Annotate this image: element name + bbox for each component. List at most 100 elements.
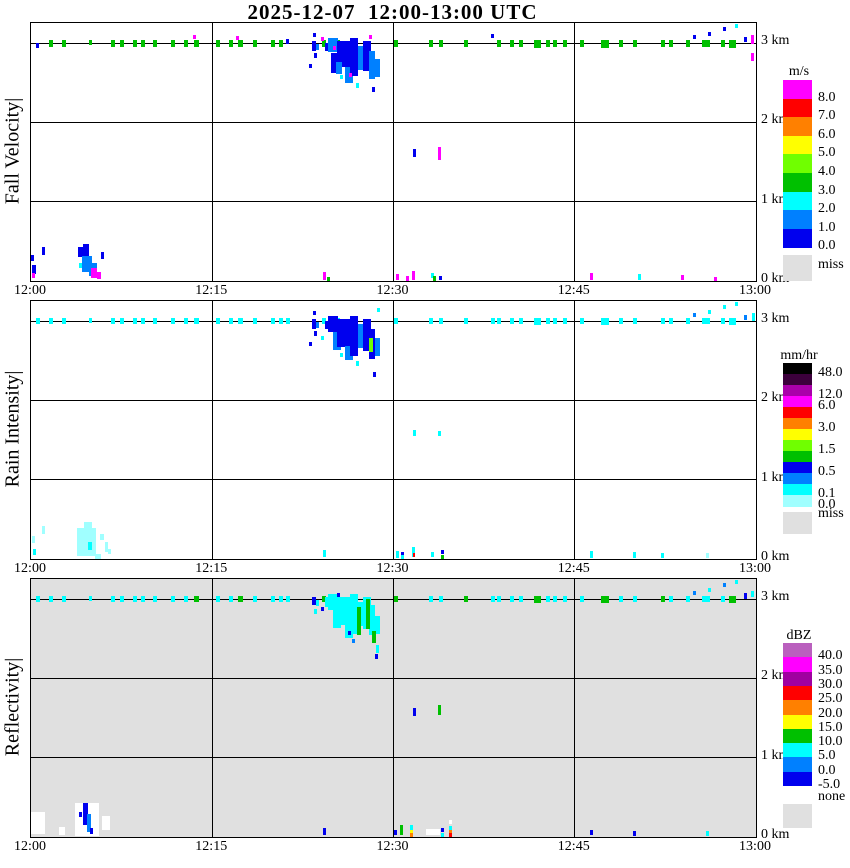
data-mark xyxy=(410,830,414,834)
legend-band-label: 8.0 xyxy=(818,89,836,105)
data-mark xyxy=(509,39,514,47)
gridline-height xyxy=(31,479,756,481)
data-mark xyxy=(553,595,557,602)
data-mark xyxy=(752,313,756,322)
data-mark xyxy=(323,828,327,836)
data-mark xyxy=(171,595,176,602)
data-mark xyxy=(519,39,524,47)
y-axis-title: Reflectivity| xyxy=(1,657,24,757)
data-mark xyxy=(90,267,97,278)
data-mark xyxy=(632,595,637,602)
data-mark xyxy=(237,39,243,47)
legend-missing-swatch xyxy=(783,804,812,828)
height-label: 0 km xyxy=(761,270,790,286)
data-mark xyxy=(340,74,344,79)
data-mark xyxy=(89,828,93,835)
data-mark xyxy=(428,39,433,47)
data-mark xyxy=(743,315,747,321)
legend-band-label: 12.0 xyxy=(818,387,843,402)
legend-band xyxy=(783,210,812,230)
data-mark xyxy=(82,244,89,259)
legend-band xyxy=(783,228,812,248)
legend-band-label: 3.0 xyxy=(818,420,836,435)
data-mark xyxy=(62,317,67,324)
legend-band-label: 0.0 xyxy=(818,762,836,778)
data-mark xyxy=(395,273,399,280)
data-mark xyxy=(328,594,339,611)
data-mark xyxy=(101,251,105,259)
data-mark xyxy=(660,317,665,324)
legend-band-label: -5.0 xyxy=(818,777,841,792)
gridline-height xyxy=(31,121,756,123)
data-mark xyxy=(553,39,557,47)
data-mark xyxy=(36,43,40,48)
data-mark xyxy=(322,595,327,602)
data-mark xyxy=(215,39,220,47)
data-mark xyxy=(194,317,200,324)
data-mark xyxy=(345,345,354,360)
data-mark xyxy=(237,317,243,324)
x-tick-label: 12:30 xyxy=(376,561,409,576)
data-mark xyxy=(601,39,610,48)
x-tick-label: 12:45 xyxy=(557,283,590,298)
data-mark xyxy=(660,39,665,47)
data-mark xyxy=(192,35,196,40)
data-mark xyxy=(393,829,397,835)
legend-band-label: 30.0 xyxy=(818,676,843,692)
data-mark xyxy=(316,321,320,328)
data-mark xyxy=(410,825,414,831)
data-mark xyxy=(323,272,327,281)
data-mark xyxy=(685,39,690,47)
data-mark xyxy=(632,39,637,47)
data-mark xyxy=(601,595,610,603)
data-mark xyxy=(374,653,378,659)
data-mark xyxy=(371,87,375,93)
data-mark xyxy=(723,27,727,32)
legend-band xyxy=(783,743,812,758)
height-label: 1 km xyxy=(761,469,790,485)
data-mark xyxy=(706,553,710,559)
data-mark xyxy=(89,317,92,323)
gridline-time xyxy=(574,579,576,837)
data-mark xyxy=(463,595,468,602)
data-mark xyxy=(313,609,317,615)
data-mark xyxy=(41,526,45,535)
legend-missing-label: miss xyxy=(818,257,844,273)
data-mark xyxy=(41,246,45,255)
data-mark xyxy=(562,317,567,324)
data-mark xyxy=(32,549,36,556)
height-label: 3 km xyxy=(761,311,790,326)
data-mark xyxy=(619,39,624,47)
data-mark xyxy=(579,317,584,324)
data-mark xyxy=(333,610,342,629)
data-mark xyxy=(81,256,92,273)
data-mark xyxy=(751,52,755,61)
data-mark xyxy=(350,316,358,357)
data-mark xyxy=(236,35,240,40)
data-mark xyxy=(619,317,624,324)
legend-missing-swatch xyxy=(783,512,812,534)
data-mark xyxy=(393,595,398,602)
gridline-time xyxy=(211,579,213,837)
data-mark xyxy=(440,832,444,837)
legend-band-label: 48.0 xyxy=(818,365,843,380)
data-mark xyxy=(104,542,108,553)
data-mark xyxy=(366,599,371,629)
data-mark xyxy=(82,802,88,825)
height-label: 1 km xyxy=(761,191,790,207)
legend-band xyxy=(783,117,812,137)
data-mark xyxy=(412,707,416,716)
data-mark xyxy=(78,262,82,268)
data-mark xyxy=(321,336,324,341)
legend-band xyxy=(783,685,812,701)
data-mark xyxy=(335,62,342,75)
data-mark xyxy=(285,595,290,602)
data-mark xyxy=(428,595,433,602)
data-mark xyxy=(533,317,541,325)
data-mark xyxy=(215,595,220,602)
data-mark xyxy=(348,73,352,78)
data-mark xyxy=(374,58,380,77)
data-mark xyxy=(337,596,352,625)
data-mark xyxy=(438,431,442,437)
data-mark xyxy=(285,317,290,324)
